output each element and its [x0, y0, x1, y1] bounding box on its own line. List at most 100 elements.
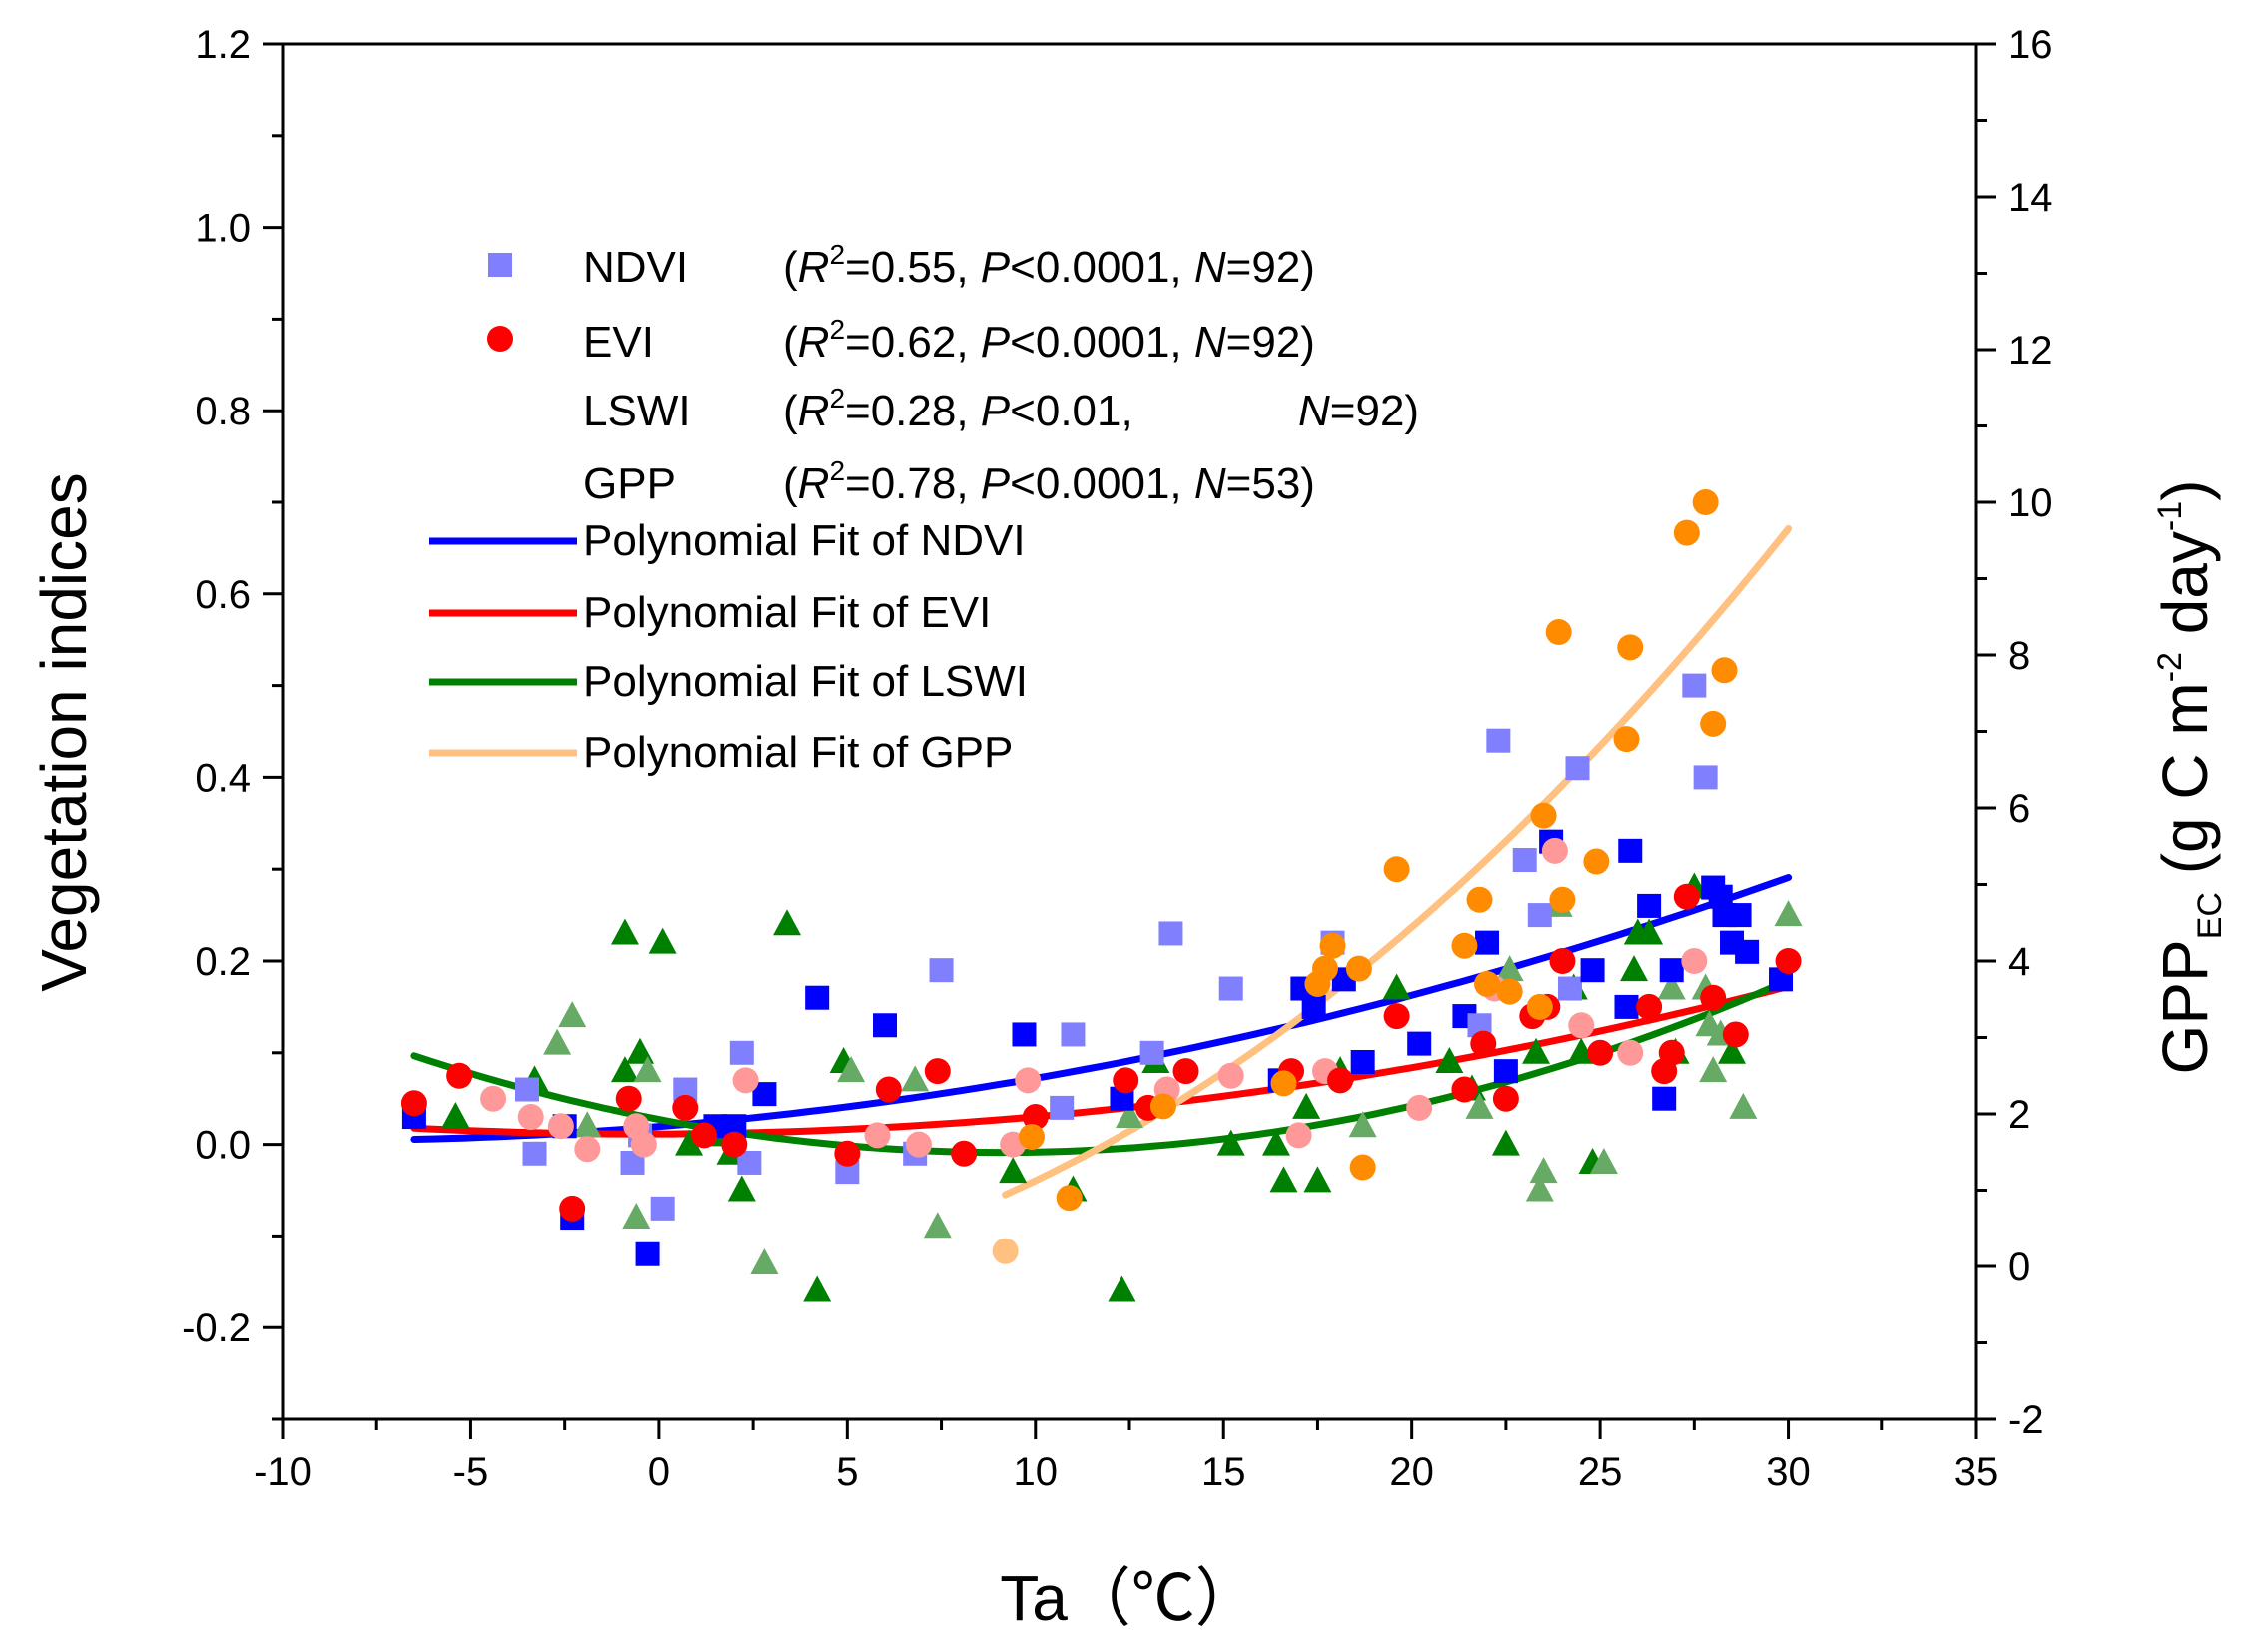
y-right-tick-label: 4 — [2008, 940, 2030, 984]
ndvi-point — [1012, 1022, 1037, 1047]
gpp-point — [1545, 619, 1572, 646]
lswi-point — [803, 1275, 832, 1302]
gpp-point — [992, 1238, 1019, 1264]
y-right-title-sub: EC — [2191, 892, 2229, 939]
gpp-point — [1349, 1154, 1376, 1181]
y-right-tick-label: 2 — [2008, 1093, 2030, 1137]
lswi-point — [1525, 1175, 1554, 1202]
ndvi-point — [1693, 765, 1718, 790]
y-right-tick-label: 16 — [2008, 23, 2053, 67]
gpp-point — [1583, 848, 1610, 875]
evi-point — [834, 1140, 861, 1167]
y-left-tick-label: 0.2 — [195, 940, 251, 984]
evi-point — [924, 1058, 951, 1085]
lswi-point — [1108, 1275, 1136, 1302]
lswi-point — [1495, 955, 1524, 982]
evi-point — [547, 1113, 574, 1140]
lswi-point — [1303, 1166, 1332, 1193]
x-tick-label: 0 — [648, 1450, 670, 1494]
x-tick-label: 25 — [1578, 1450, 1623, 1494]
gpp-point — [1549, 886, 1576, 913]
ndvi-point — [1727, 903, 1752, 928]
y-right-tick-label: 14 — [2008, 176, 2053, 220]
legend-stat-evi: (R2=0.62, P<0.0001, N=92) — [783, 314, 1315, 367]
legend-marker-evi — [487, 326, 513, 352]
y-right-tick-label: 6 — [2008, 787, 2030, 831]
evi-point — [1681, 948, 1708, 974]
lswi-point — [626, 1037, 655, 1064]
evi-point — [732, 1067, 759, 1094]
x-tick-label: 15 — [1201, 1450, 1246, 1494]
ndvi-point — [1475, 930, 1500, 955]
gpp-point — [1692, 489, 1719, 515]
evi-point — [1113, 1067, 1139, 1094]
lswi-point — [1116, 1102, 1143, 1129]
gpp-point — [1474, 970, 1501, 997]
lswi-point — [1465, 1092, 1494, 1119]
ndvi-point — [1512, 848, 1537, 873]
gpp-point — [1019, 1123, 1046, 1150]
evi-point — [1285, 1122, 1312, 1149]
x-tick-label: 20 — [1389, 1450, 1434, 1494]
gpp-point — [1383, 856, 1410, 883]
y-left-axis-title: Vegetation indices — [28, 472, 100, 992]
lswi-point — [1635, 918, 1664, 945]
evi-point — [691, 1122, 718, 1149]
gpp-point — [1311, 955, 1338, 982]
legend-stat-lswi: (R2=0.28, P<0.01, N=92) — [783, 383, 1419, 435]
y-left-tick-label: -0.2 — [182, 1306, 251, 1350]
y-right-tick-label: 8 — [2008, 634, 2030, 678]
legend-fit-label-ndvi: Polynomial Fit of NDVI — [583, 516, 1026, 565]
evi-point — [875, 1076, 902, 1103]
y-left-tick-label: 0.6 — [195, 573, 251, 617]
evi-point — [1383, 1003, 1410, 1030]
ndvi-point — [1158, 921, 1183, 946]
ndvi-point — [1565, 756, 1590, 781]
evi-point — [517, 1104, 544, 1131]
legend-fit-label-evi: Polynomial Fit of EVI — [583, 588, 991, 637]
y-right-tick-label: 12 — [2008, 329, 2053, 373]
legend-fit-entries: Polynomial Fit of NDVI Polynomial Fit of … — [429, 516, 1028, 777]
ndvi-point — [1682, 673, 1707, 698]
lswi-point — [773, 909, 802, 936]
lswi-point — [837, 1056, 866, 1083]
lswi-point — [1216, 1129, 1245, 1156]
x-axis-title: Ta（℃） — [1000, 1562, 1259, 1634]
evi-point — [559, 1195, 586, 1222]
legend-stat-ndvi: (R2=0.55, P<0.0001, N=92) — [783, 239, 1315, 292]
y-right-tick-label: 0 — [2008, 1245, 2030, 1289]
x-tick-label: -5 — [453, 1450, 489, 1494]
ndvi-point — [1557, 976, 1582, 1001]
evi-point — [400, 1090, 427, 1117]
ndvi-point — [514, 1077, 539, 1102]
gpp-point — [1711, 657, 1738, 684]
ndvi-point — [1527, 903, 1552, 928]
evi-point — [446, 1062, 473, 1089]
evi-point — [480, 1085, 507, 1112]
y-left-tick-label: 0.8 — [195, 390, 251, 433]
evi-point — [1470, 1030, 1497, 1057]
y-right-title-units-mid: day — [2149, 531, 2221, 652]
lswi-point — [573, 1111, 602, 1138]
legend-stats: NDVI (R2=0.55, P<0.0001, N=92) EVI (R2=0.62… — [583, 239, 1419, 508]
evi-point — [1492, 1085, 1519, 1112]
evi-point — [630, 1131, 657, 1158]
legend: NDVI (R2=0.55, P<0.0001, N=92) EVI (R2=0.62… — [429, 239, 1419, 777]
gpp-point — [1451, 932, 1478, 959]
y-right-tick-label: 10 — [2008, 481, 2053, 525]
x-tick-label: -10 — [254, 1450, 312, 1494]
gpp-point — [1319, 932, 1346, 959]
legend-label-gpp: GPP — [583, 459, 676, 508]
gpp-point — [1530, 802, 1557, 829]
evi-point — [1617, 1039, 1644, 1066]
ndvi-point — [635, 1241, 660, 1266]
ndvi-point — [1493, 1059, 1518, 1084]
ndvi-point — [1061, 1022, 1086, 1047]
x-tick-label: 35 — [1954, 1450, 1999, 1494]
x-tick-label: 10 — [1014, 1450, 1059, 1494]
evi-point — [615, 1085, 642, 1112]
ndvi-point — [929, 958, 954, 983]
ndvi-point — [1139, 1040, 1164, 1065]
evi-point — [1172, 1058, 1199, 1085]
evi-point — [1015, 1067, 1042, 1094]
